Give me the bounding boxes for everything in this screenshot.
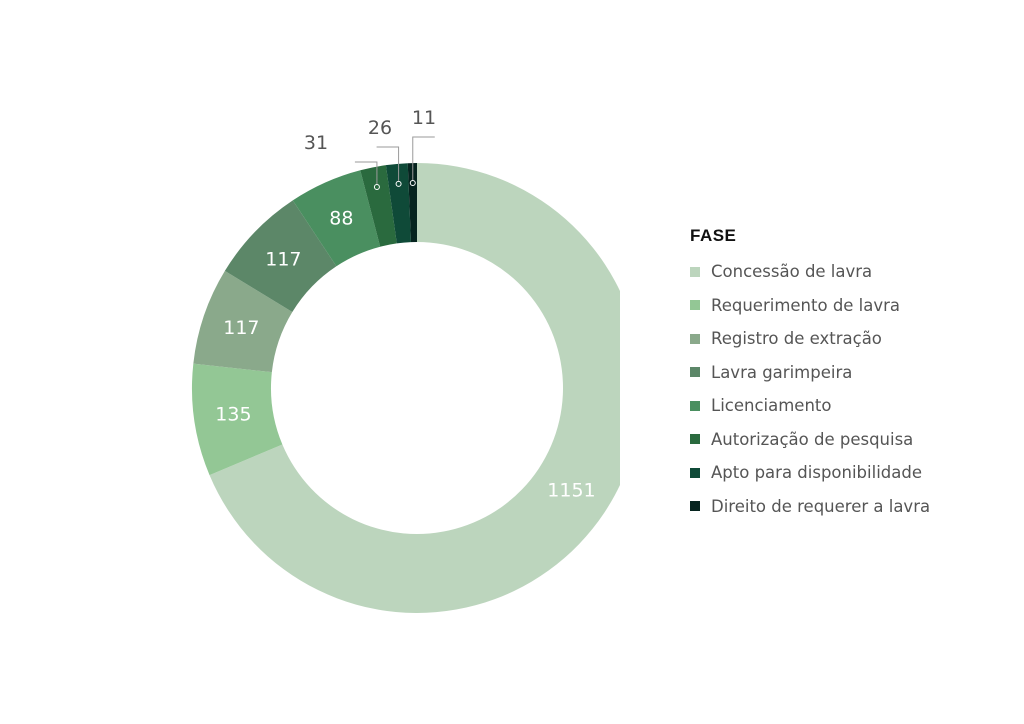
legend-swatch (690, 467, 700, 478)
data-label-lavra-garimpeira: 117 (265, 248, 301, 270)
slice-concessao-de-lavra (209, 163, 620, 613)
legend-label: Apto para disponibilidade (711, 463, 922, 483)
slice-registro-de-extracao (193, 270, 293, 373)
data-label-registro-de-extracao: 117 (223, 317, 259, 339)
data-label-autorizacao-de-pesquisa: 31 (304, 132, 328, 154)
data-label-licenciamento: 88 (329, 208, 353, 230)
leader-dot-apto-para-disponibilidade (395, 180, 402, 187)
legend-item-apto-para-disponibilidade: Apto para disponibilidade (690, 456, 930, 490)
data-label-concessao-de-lavra: 1151 (547, 480, 595, 502)
slice-licenciamento (292, 170, 381, 267)
legend-swatch (690, 300, 700, 311)
legend-swatch (690, 434, 700, 445)
legend-swatch (690, 266, 700, 277)
legend-items: Concessão de lavra Requerimento de lavra R… (690, 255, 930, 523)
slice-labels: 1151 135 117 117 88 31 26 11 (215, 107, 595, 502)
legend-item-registro-de-extracao: Registro de extração (690, 322, 930, 356)
donut-slices (192, 163, 620, 613)
leader-dot-autorizacao-de-pesquisa (373, 183, 380, 190)
donut-chart: 1151 135 117 117 88 31 26 11 (192, 107, 620, 613)
legend-item-concessao-de-lavra: Concessão de lavra (690, 255, 930, 289)
legend-title: FASE (690, 226, 737, 245)
legend-label: Concessão de lavra (711, 262, 873, 282)
legend-label: Registro de extração (711, 329, 882, 349)
leader-line-direito-de-requerer-a-lavra (412, 136, 435, 181)
slice-requerimento-de-lavra (192, 363, 283, 476)
legend-label: Autorização de pesquisa (711, 429, 914, 449)
legend-item-lavra-garimpeira: Lavra garimpeira (690, 356, 930, 390)
legend-label: Lavra garimpeira (711, 362, 853, 382)
legend-item-direito-de-requerer-a-lavra: Direito de requerer a lavra (690, 490, 930, 524)
data-label-requerimento-de-lavra: 135 (215, 404, 251, 426)
data-label-direito-de-requerer-a-lavra: 11 (412, 107, 436, 129)
legend-swatch (690, 333, 700, 344)
data-label-apto-para-disponibilidade: 26 (368, 117, 392, 139)
leader-line-apto-para-disponibilidade (376, 146, 400, 181)
leader-lines (354, 136, 435, 190)
leader-dot-direito-de-requerer-a-lavra (409, 180, 416, 187)
legend-swatch (690, 400, 700, 411)
legend-label: Licenciamento (711, 396, 832, 416)
leader-line-autorizacao-de-pesquisa (354, 161, 378, 184)
legend-label: Direito de requerer a lavra (711, 496, 931, 516)
legend-item-requerimento-de-lavra: Requerimento de lavra (690, 289, 930, 323)
legend-swatch (690, 501, 700, 512)
legend-item-licenciamento: Licenciamento (690, 389, 930, 423)
legend-swatch (690, 367, 700, 378)
legend-item-autorizacao-de-pesquisa: Autorização de pesquisa (690, 423, 930, 457)
legend: FASE Concessão de lavra Requerimento de l… (690, 226, 930, 523)
slice-apto-para-disponibilidade (385, 163, 411, 244)
legend-label: Requerimento de lavra (711, 295, 901, 315)
slice-autorizacao-de-pesquisa (360, 165, 397, 247)
slice-lavra-garimpeira (224, 200, 337, 313)
